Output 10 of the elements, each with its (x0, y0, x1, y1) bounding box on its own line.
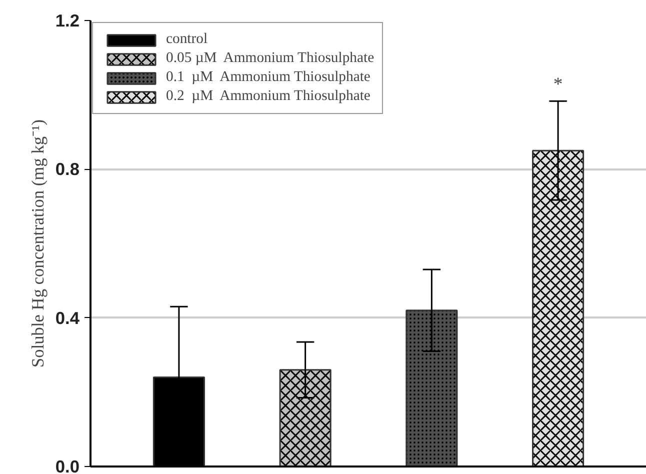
y-tick-label: 0.4 (55, 308, 80, 328)
y-tick-label: 0.0 (55, 456, 80, 474)
y-axis-title: Soluble Hg concentration (mg kg⁻¹) (28, 119, 48, 368)
legend-label: 0.05 µM Ammonium Thiosulphate (166, 50, 374, 67)
y-tick-label: 1.2 (55, 10, 80, 30)
y-tick-label: 0.8 (55, 159, 80, 180)
annotation: * (553, 74, 563, 96)
legend-label: control (166, 31, 208, 48)
legend-label: 0.1 µM Ammonium Thiosulphate (166, 69, 370, 86)
legend-label: 0.2 µM Ammonium Thiosulphate (166, 88, 370, 105)
